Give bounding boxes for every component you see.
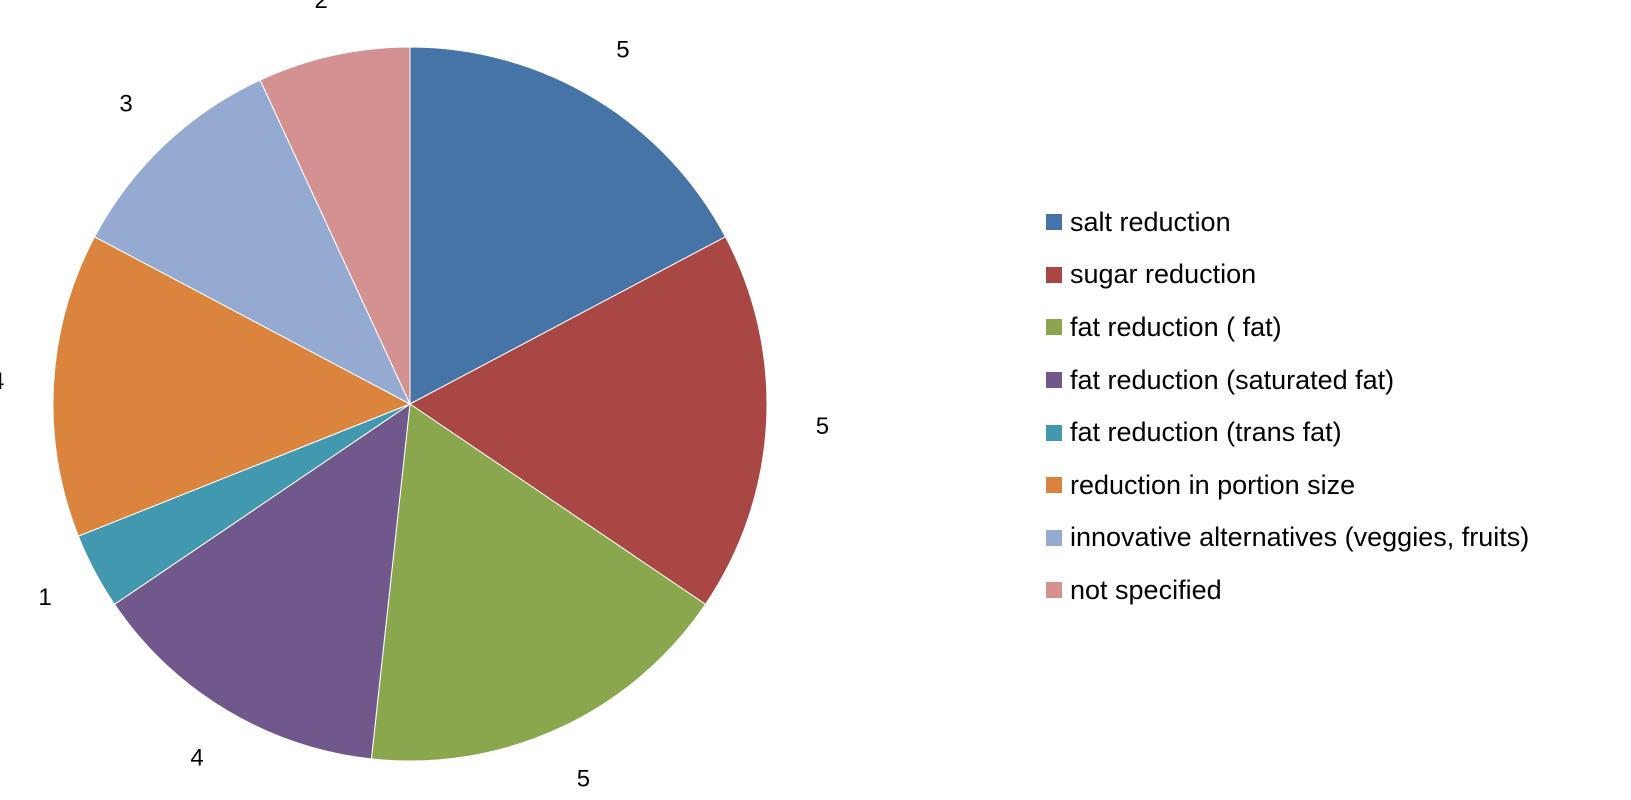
legend-label: salt reduction [1070, 206, 1231, 237]
legend-label: not specified [1070, 574, 1222, 605]
pie-slices [52, 46, 768, 762]
pie-data-labels: 5 5 5 4 1 4 3 2 [0, 0, 829, 792]
legend-item-3: fat reduction ( fat) [1046, 301, 1626, 354]
pie-slice-8 [259, 46, 411, 405]
data-label-2: 5 [816, 413, 829, 440]
legend-swatch [1046, 266, 1062, 283]
legend-item-2: sugar reduction [1046, 249, 1626, 302]
data-label-6: 4 [0, 368, 4, 395]
legend-swatch [1046, 214, 1062, 231]
legend-swatch [1046, 319, 1062, 336]
legend-label: fat reduction ( fat) [1070, 311, 1282, 342]
chart-legend: salt reduction sugar reduction fat reducti… [1046, 196, 1626, 617]
legend-label: fat reduction (saturated fat) [1070, 364, 1395, 395]
pie-slice-4 [113, 402, 411, 760]
data-label-3: 5 [577, 765, 590, 792]
legend-swatch [1046, 529, 1062, 546]
legend-label: reduction in portion size [1070, 469, 1356, 500]
data-label-5: 1 [38, 584, 51, 611]
legend-swatch [1046, 372, 1062, 389]
legend-item-5: fat reduction (trans fat) [1046, 406, 1626, 459]
data-label-1: 5 [616, 37, 629, 64]
legend-item-7: innovative alternatives (veggies, fruits… [1046, 512, 1626, 565]
pie-slice-6 [52, 236, 412, 537]
pie-slice-2 [409, 236, 768, 606]
data-label-8: 2 [315, 0, 328, 14]
data-label-7: 3 [119, 91, 132, 118]
legend-label: fat reduction (trans fat) [1070, 417, 1342, 448]
pie-slice-7 [93, 79, 412, 406]
legend-label: sugar reduction [1070, 259, 1257, 290]
legend-swatch [1046, 582, 1062, 599]
legend-item-1: salt reduction [1046, 196, 1626, 249]
data-label-4: 4 [190, 744, 203, 771]
legend-item-6: reduction in portion size [1046, 459, 1626, 512]
pie-plot-area: 5 5 5 4 1 4 3 2 [0, 0, 829, 792]
legend-swatch [1046, 477, 1062, 494]
legend-label: innovative alternatives (veggies, fruits… [1070, 522, 1530, 553]
legend-item-8: not specified [1046, 564, 1626, 617]
legend-swatch [1046, 424, 1062, 441]
pie-slice-3 [370, 403, 707, 762]
pie-slice-1 [409, 46, 727, 405]
legend-item-4: fat reduction (saturated fat) [1046, 354, 1626, 407]
